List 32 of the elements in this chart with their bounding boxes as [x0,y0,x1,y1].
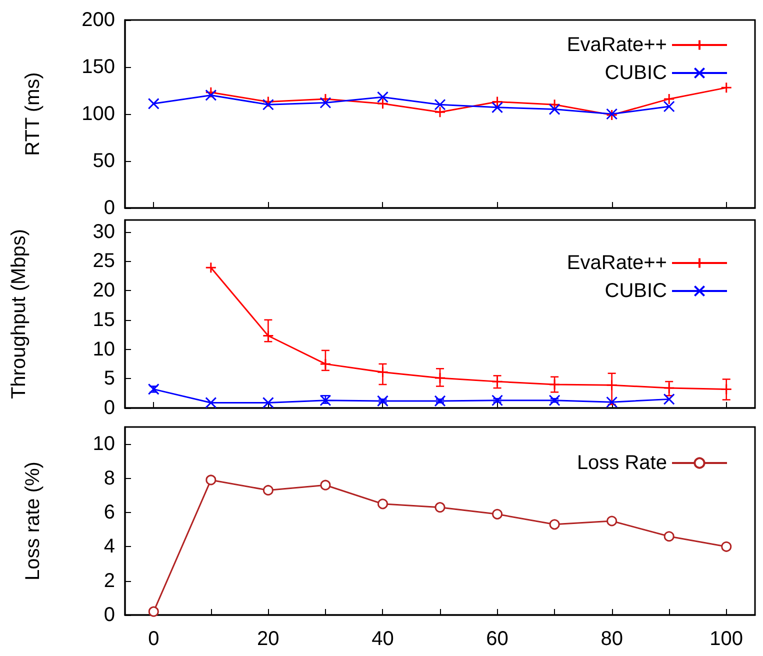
y-tick-label: 25 [92,250,115,272]
y-tick-label: 100 [82,103,115,125]
legend-label: CUBIC [604,280,667,302]
y-tick-label: 8 [104,467,115,490]
y-tick-label: 6 [104,501,115,524]
y-tick-label: 200 [82,9,115,31]
y-axis-title: Loss rate (%) [22,462,44,580]
y-tick-label: 50 [92,150,115,172]
y-axis-title: Throughput (Mbps) [8,228,30,400]
y-tick-label: 4 [104,536,115,558]
x-tick-label: 0 [148,628,160,650]
y-tick-label: 30 [92,220,115,243]
y-tick-label: 150 [82,56,115,78]
legend-label: CUBIC [604,62,667,84]
legend-label: EvaRate++ [566,34,667,56]
y-tick-label: 2 [104,570,115,592]
y-tick-label: 15 [92,308,115,331]
legend-label: Loss Rate [576,452,667,474]
x-tick-label: 80 [600,628,623,650]
y-tick-label: 20 [92,280,115,302]
y-tick-label: 0 [104,397,115,419]
y-tick-label: 0 [104,604,115,626]
y-tick-label: 10 [92,433,115,456]
x-tick-label: 60 [486,628,508,650]
legend-label: EvaRate++ [566,252,667,274]
x-tick-label: 40 [372,628,394,650]
y-tick-label: 10 [92,338,115,360]
x-tick-label: 100 [710,628,744,650]
x-tick-label: 20 [257,628,280,650]
y-axis-title: RTT (ms) [22,72,44,156]
y-tick-label: 0 [104,197,115,219]
y-tick-label: 5 [104,368,115,390]
